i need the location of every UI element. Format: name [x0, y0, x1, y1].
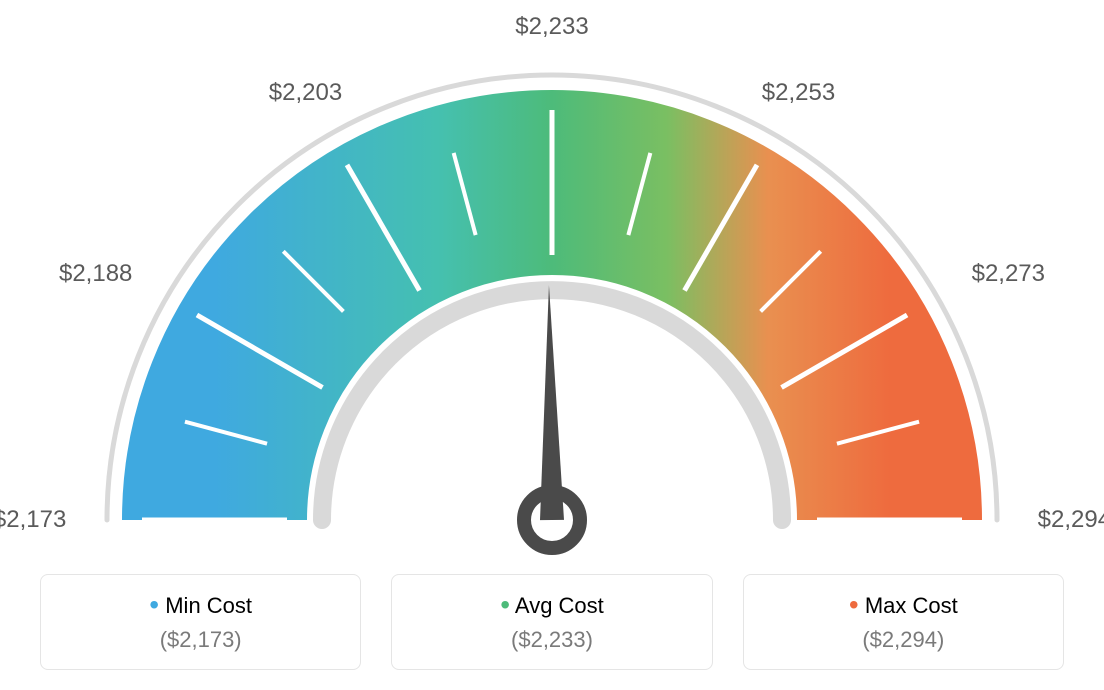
legend-avg-value: ($2,233) — [402, 627, 701, 653]
legend-max-title: • Max Cost — [754, 593, 1053, 619]
legend-max-label: Max Cost — [865, 593, 958, 618]
gauge-tick-label: $2,188 — [59, 260, 132, 288]
legend-min: • Min Cost ($2,173) — [40, 574, 361, 670]
legend-min-label: Min Cost — [165, 593, 252, 618]
legend-min-title: • Min Cost — [51, 593, 350, 619]
legend-avg-label: Avg Cost — [515, 593, 604, 618]
legend-row: • Min Cost ($2,173) • Avg Cost ($2,233) … — [40, 574, 1064, 670]
gauge-tick-label: $2,203 — [269, 79, 342, 107]
legend-min-value: ($2,173) — [51, 627, 350, 653]
dot-icon: • — [849, 589, 859, 620]
legend-max-value: ($2,294) — [754, 627, 1053, 653]
gauge-tick-label: $2,253 — [762, 79, 835, 107]
gauge-chart-container: $2,173 $2,188 $2,203 $2,233 $2,253 $2,273 $2,2… — [0, 0, 1104, 690]
gauge-tick-label: $2,273 — [972, 260, 1045, 288]
gauge-tick-label: $2,294 — [1038, 506, 1104, 534]
legend-max: • Max Cost ($2,294) — [743, 574, 1064, 670]
legend-avg: • Avg Cost ($2,233) — [391, 574, 712, 670]
gauge-tick-label: $2,233 — [515, 13, 588, 41]
dot-icon: • — [149, 589, 159, 620]
dot-icon: • — [500, 589, 510, 620]
gauge: $2,173 $2,188 $2,203 $2,233 $2,253 $2,273 $2,2… — [0, 10, 1104, 570]
legend-avg-title: • Avg Cost — [402, 593, 701, 619]
gauge-tick-label: $2,173 — [0, 506, 66, 534]
